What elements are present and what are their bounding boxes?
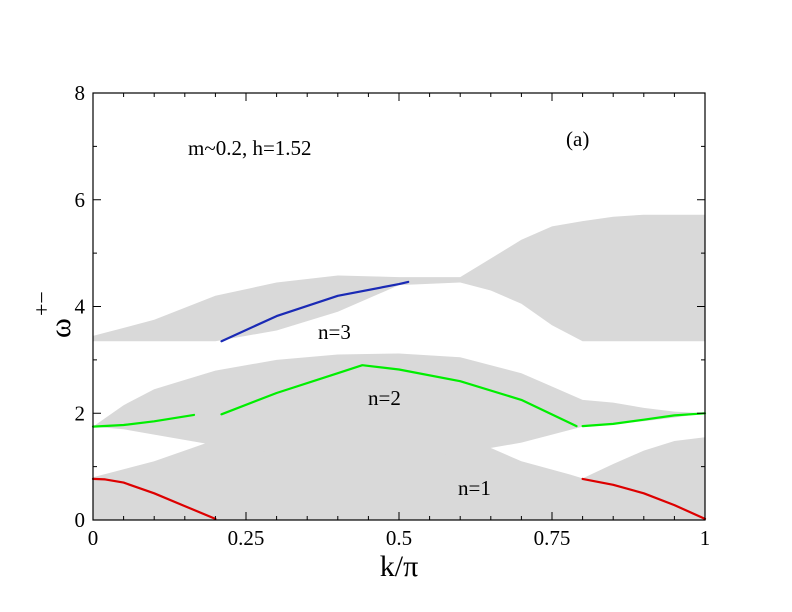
continuum-bands [93, 214, 705, 520]
y-tick-label: 2 [75, 401, 86, 425]
dispersion-series [91, 280, 707, 521]
series-line-1 [91, 477, 217, 521]
y-axis-label: ω +− [29, 291, 77, 338]
axis-ticks: 0 0.25 0.5 0.75 1 0 2 4 6 8 [75, 81, 711, 550]
x-tick-label: 0.75 [534, 526, 571, 550]
y-axis-label-base: ω [44, 318, 77, 338]
x-tick-label: 0.25 [228, 526, 265, 550]
x-tick-label: 0.5 [386, 526, 412, 550]
y-tick-label: 0 [75, 508, 86, 532]
series-line-4 [220, 364, 578, 428]
series-line-5 [581, 412, 707, 428]
y-tick-label: 8 [75, 81, 86, 105]
continuum-band-3 [93, 214, 705, 342]
x-axis-label: k/π [380, 550, 418, 583]
y-tick-label: 4 [75, 295, 86, 319]
band-label-n1: n=1 [458, 476, 491, 500]
series-line-3 [91, 413, 196, 428]
series-line-2 [581, 477, 707, 521]
parameter-annotation: m~0.2, h=1.52 [188, 136, 312, 160]
series-line-6 [220, 280, 410, 343]
panel-label: (a) [566, 127, 589, 151]
band-label-n2: n=2 [368, 386, 401, 410]
x-tick-label: 0 [88, 526, 99, 550]
band-label-n3: n=3 [318, 320, 351, 344]
x-tick-label: 1 [700, 526, 711, 550]
y-axis-label-superscript: +− [29, 291, 54, 316]
continuum-band-2 [93, 353, 705, 459]
y-tick-label: 6 [75, 188, 86, 212]
